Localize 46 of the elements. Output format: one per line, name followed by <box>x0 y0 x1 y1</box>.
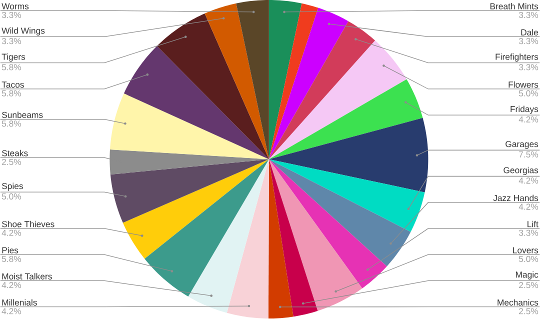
slice-label: Garages <box>506 141 538 150</box>
slice-label: Jazz Hands <box>493 194 538 202</box>
data-label: 3.3% <box>518 38 538 44</box>
slice-label: Tigers <box>2 54 26 62</box>
data-label: 3.3% <box>2 38 22 44</box>
slice-label: Dale <box>521 29 538 36</box>
slice-label: Lift <box>528 221 538 228</box>
slice-label: Steaks <box>2 150 28 157</box>
slice-label: Spies <box>2 182 23 192</box>
slice-label: Sunbeams <box>2 112 43 118</box>
data-label: 5.8% <box>2 120 22 127</box>
data-label: 4.2% <box>2 308 22 314</box>
data-label: 5.0% <box>518 256 538 262</box>
data-label: 3.3% <box>518 12 538 18</box>
data-label: 5.8% <box>2 256 22 262</box>
slice-label: Magic <box>516 272 538 280</box>
slice-label: Moist Talkers <box>2 273 52 280</box>
data-label: 5.8% <box>2 64 22 70</box>
slice-label: Pies <box>2 247 18 254</box>
slice-label: Breath Mints <box>490 3 538 10</box>
slice-label: Lovers <box>513 248 538 254</box>
slice-label: Millenials <box>2 299 37 306</box>
slice-label: Wild Wings <box>2 28 45 36</box>
data-label: 5.0% <box>2 194 22 200</box>
slice-label: Mechanics <box>498 299 538 306</box>
slice-label: Tacos <box>2 82 24 88</box>
data-label: 5.8% <box>2 90 22 97</box>
slice-label: Flowers <box>508 82 538 88</box>
data-label: 4.2% <box>2 282 22 288</box>
data-label: 4.2% <box>518 178 538 184</box>
data-label: 7.5% <box>519 152 538 158</box>
data-label: 2.5% <box>519 308 538 314</box>
slice-label: Fridays <box>510 106 538 114</box>
slice-label: Worms <box>2 4 29 10</box>
data-label: 3.3% <box>518 230 538 236</box>
data-label: 4.2% <box>518 204 538 210</box>
data-label: 2.5% <box>519 282 538 288</box>
data-label: 5.0% <box>518 90 538 97</box>
data-label: 4.2% <box>2 230 22 236</box>
data-label: 2.5% <box>2 159 22 166</box>
data-label: 4.2% <box>518 116 538 123</box>
slice-label: Firefighters <box>496 54 538 62</box>
data-label: 3.3% <box>2 12 22 18</box>
data-label: 3.3% <box>518 64 538 70</box>
slice-label: Georgias <box>504 167 538 176</box>
slice-label: Shoe Thieves <box>2 221 54 228</box>
